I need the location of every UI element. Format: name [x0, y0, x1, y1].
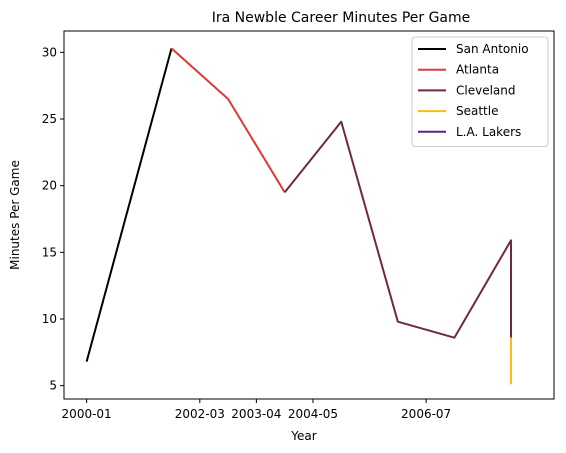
y-tick-label: 5 [49, 379, 57, 393]
y-axis: 5 10 15 20 25 30 [42, 45, 64, 393]
plot-frame [63, 30, 555, 400]
y-tick-label: 20 [42, 179, 57, 193]
y-tick-label: 10 [42, 312, 57, 326]
x-tick-label: 2003-04 [231, 407, 281, 421]
legend-label: Cleveland [456, 83, 516, 97]
chart-title: Ira Newble Career Minutes Per Game [212, 10, 471, 26]
plot-lines [85, 47, 512, 385]
x-axis: 2000-01 2002-03 2003-04 2004-05 2006-07 [62, 399, 451, 421]
x-tick-label: 2002-03 [175, 407, 225, 421]
y-tick-label: 30 [42, 45, 57, 59]
x-tick-label: 2004-05 [288, 407, 338, 421]
series-line-cleveland [283, 120, 512, 339]
legend-label: San Antonio [456, 42, 529, 56]
y-axis-label: Minutes Per Game [8, 160, 22, 270]
legend-label: Atlanta [456, 63, 499, 77]
x-tick-label: 2006-07 [401, 407, 451, 421]
series-line-san-antonio [85, 48, 173, 362]
x-tick-label: 2000-01 [62, 407, 112, 421]
legend-box [411, 36, 549, 147]
y-tick-label: 25 [42, 112, 57, 126]
legend-label: Seattle [456, 104, 498, 118]
y-tick-label: 15 [42, 245, 57, 259]
series-line-atlanta [170, 47, 286, 193]
legend-label: L.A. Lakers [456, 125, 521, 139]
legend: San Antonio Atlanta Cleveland Seattle L.A. L… [411, 36, 549, 147]
x-axis-label: Year [290, 429, 316, 443]
